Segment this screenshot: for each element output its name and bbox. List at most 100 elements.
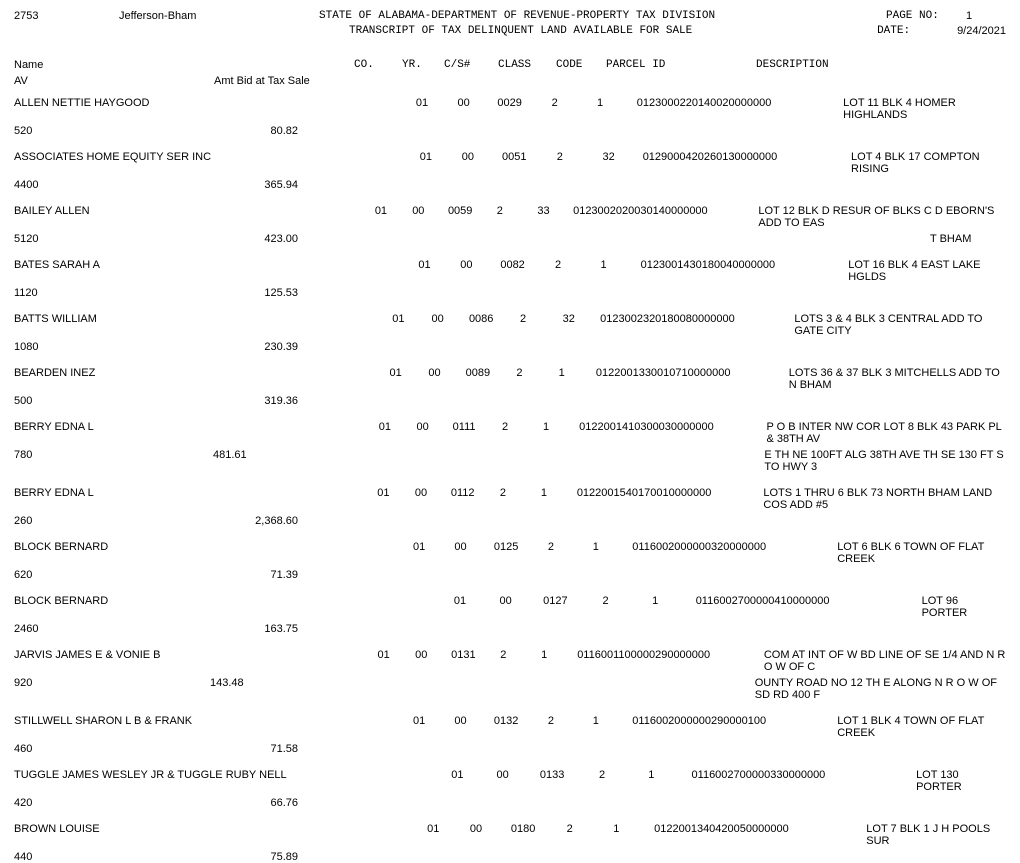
county-name: Jefferson-Bham	[119, 10, 299, 22]
record-class: 2	[548, 541, 593, 565]
record-cs: 0180	[511, 823, 567, 847]
record-line-1: JARVIS JAMES E & VONIE B0100013121011600…	[14, 649, 1006, 673]
record-code: 1	[597, 97, 637, 121]
record-class: 2	[500, 649, 541, 673]
record-parcel: 0122001330010710000000	[596, 367, 789, 391]
col-header-yr: YR.	[402, 59, 444, 71]
record-parcel: 0129000420260130000000	[643, 151, 851, 175]
record-bid: 75.89	[244, 851, 298, 863]
record-row: ALLEN NETTIE HAYGOOD01000029210123000220…	[14, 97, 1006, 137]
record-parcel: 0123002320180080000000	[600, 313, 794, 337]
title-main: STATE OF ALABAMA-DEPARTMENT OF REVENUE-P…	[299, 10, 886, 22]
record-yr: 00	[458, 97, 498, 121]
record-row: BLOCK BERNARD010001272101160027000004100…	[14, 595, 1006, 635]
page-label: PAGE NO:	[886, 10, 966, 22]
record-bid: 2,368.60	[244, 515, 298, 527]
record-parcel: 0116002000000290000100	[632, 715, 837, 739]
record-line-1: BERRY EDNA L0100011121012200141030003000…	[14, 421, 1006, 445]
record-av: 520	[14, 125, 244, 137]
record-line-1: BERRY EDNA L0100011221012200154017001000…	[14, 487, 1006, 511]
record-cs: 0051	[502, 151, 557, 175]
record-line-2: 1120125.53	[14, 287, 1006, 299]
record-description: LOTS 36 & 37 BLK 3 MITCHELLS ADD TO N BH…	[789, 367, 1006, 391]
record-yr: 00	[470, 823, 511, 847]
record-bid: 80.82	[244, 125, 298, 137]
record-class: 2	[548, 715, 593, 739]
record-parcel: 0116002700000410000000	[696, 595, 922, 619]
record-line-2: 2460163.75	[14, 623, 1006, 635]
col-header-bid: Amt Bid at Tax Sale	[214, 75, 310, 87]
record-name: BLOCK BERNARD	[14, 595, 454, 619]
record-description: LOT 7 BLK 1 J H POOLS SUR	[866, 823, 1006, 847]
record-cs: 0127	[543, 595, 602, 619]
record-name: BAILEY ALLEN	[14, 205, 375, 229]
record-parcel: 0116002000000320000000	[632, 541, 837, 565]
record-line-2: 46071.58	[14, 743, 1006, 755]
record-description: LOT 4 BLK 17 COMPTON RISING	[851, 151, 1006, 175]
record-line-2: 62071.39	[14, 569, 1006, 581]
record-co: 01	[427, 823, 470, 847]
record-name: JARVIS JAMES E & VONIE B	[14, 649, 377, 673]
record-name: BERRY EDNA L	[14, 421, 379, 445]
record-code: 1	[543, 421, 579, 445]
record-description-2: OUNTY ROAD NO 12 TH E ALONG N R O W OF S…	[755, 677, 1006, 701]
record-av: 4400	[14, 179, 244, 191]
record-description: LOT 130 PORTER	[916, 769, 1006, 793]
record-description: P O B INTER NW COR LOT 8 BLK 43 PARK PL …	[766, 421, 1006, 445]
record-yr: 00	[454, 715, 494, 739]
col-header-av: AV	[14, 75, 214, 87]
record-bid: 319.36	[244, 395, 298, 407]
record-bid: 163.75	[244, 623, 298, 635]
record-yr: 00	[500, 595, 544, 619]
record-co: 01	[392, 313, 431, 337]
col-header-code: CODE	[556, 59, 606, 71]
record-name: BLOCK BERNARD	[14, 541, 413, 565]
record-cs: 0111	[453, 421, 502, 445]
record-av: 500	[14, 395, 244, 407]
record-cs: 0131	[451, 649, 500, 673]
record-bid: 71.39	[244, 569, 298, 581]
record-line-1: BEARDEN INEZ0100008921012200133001071000…	[14, 367, 1006, 391]
record-co: 01	[377, 487, 415, 511]
record-av: 5120	[14, 233, 244, 245]
record-bid: 365.94	[244, 179, 298, 191]
record-av: 1120	[14, 287, 244, 299]
record-cs: 0132	[494, 715, 548, 739]
record-code: 1	[541, 487, 577, 511]
title-sub: TRANSCRIPT OF TAX DELINQUENT LAND AVAILA…	[299, 25, 877, 37]
record-line-1: ALLEN NETTIE HAYGOOD01000029210123000220…	[14, 97, 1006, 121]
record-co: 01	[390, 367, 429, 391]
record-yr: 00	[412, 205, 448, 229]
record-parcel: 0123001430180040000000	[641, 259, 849, 283]
col-header-class: CLASS	[498, 59, 556, 71]
record-cs: 0029	[497, 97, 551, 121]
record-line-1: STILLWELL SHARON L B & FRANK010001322101…	[14, 715, 1006, 739]
record-bid: 230.39	[244, 341, 298, 353]
record-class: 2	[520, 313, 563, 337]
record-cs: 0086	[469, 313, 520, 337]
record-yr: 00	[415, 649, 451, 673]
record-parcel: 0116002700000330000000	[692, 769, 917, 793]
record-description: LOT 96 PORTER	[922, 595, 1006, 619]
record-yr: 00	[462, 151, 502, 175]
record-parcel: 0122001540170010000000	[577, 487, 764, 511]
record-parcel: 0122001410300030000000	[579, 421, 766, 445]
report-date: 9/24/2021	[957, 25, 1006, 37]
record-line-2: 52080.82	[14, 125, 1006, 137]
county-code: 2753	[14, 10, 119, 22]
record-description: LOT 12 BLK D RESUR OF BLKS C D EBORN'S A…	[758, 205, 1006, 229]
record-row: ASSOCIATES HOME EQUITY SER INC0100005123…	[14, 151, 1006, 191]
record-line-2: 780481.61E TH NE 100FT ALG 38TH AVE TH S…	[14, 449, 1006, 473]
record-line-2: 1080230.39	[14, 341, 1006, 353]
record-line-2: 500319.36	[14, 395, 1006, 407]
record-code: 32	[602, 151, 642, 175]
record-yr: 00	[431, 313, 468, 337]
record-co: 01	[416, 97, 458, 121]
record-row: STILLWELL SHARON L B & FRANK010001322101…	[14, 715, 1006, 755]
record-code: 1	[593, 541, 633, 565]
record-parcel: 0116001100000290000000	[577, 649, 764, 673]
record-line-2: 42066.76	[14, 797, 1006, 809]
col-header-co: CO.	[354, 59, 402, 71]
col-header-cs: C/S#	[444, 59, 498, 71]
record-class: 2	[500, 487, 541, 511]
